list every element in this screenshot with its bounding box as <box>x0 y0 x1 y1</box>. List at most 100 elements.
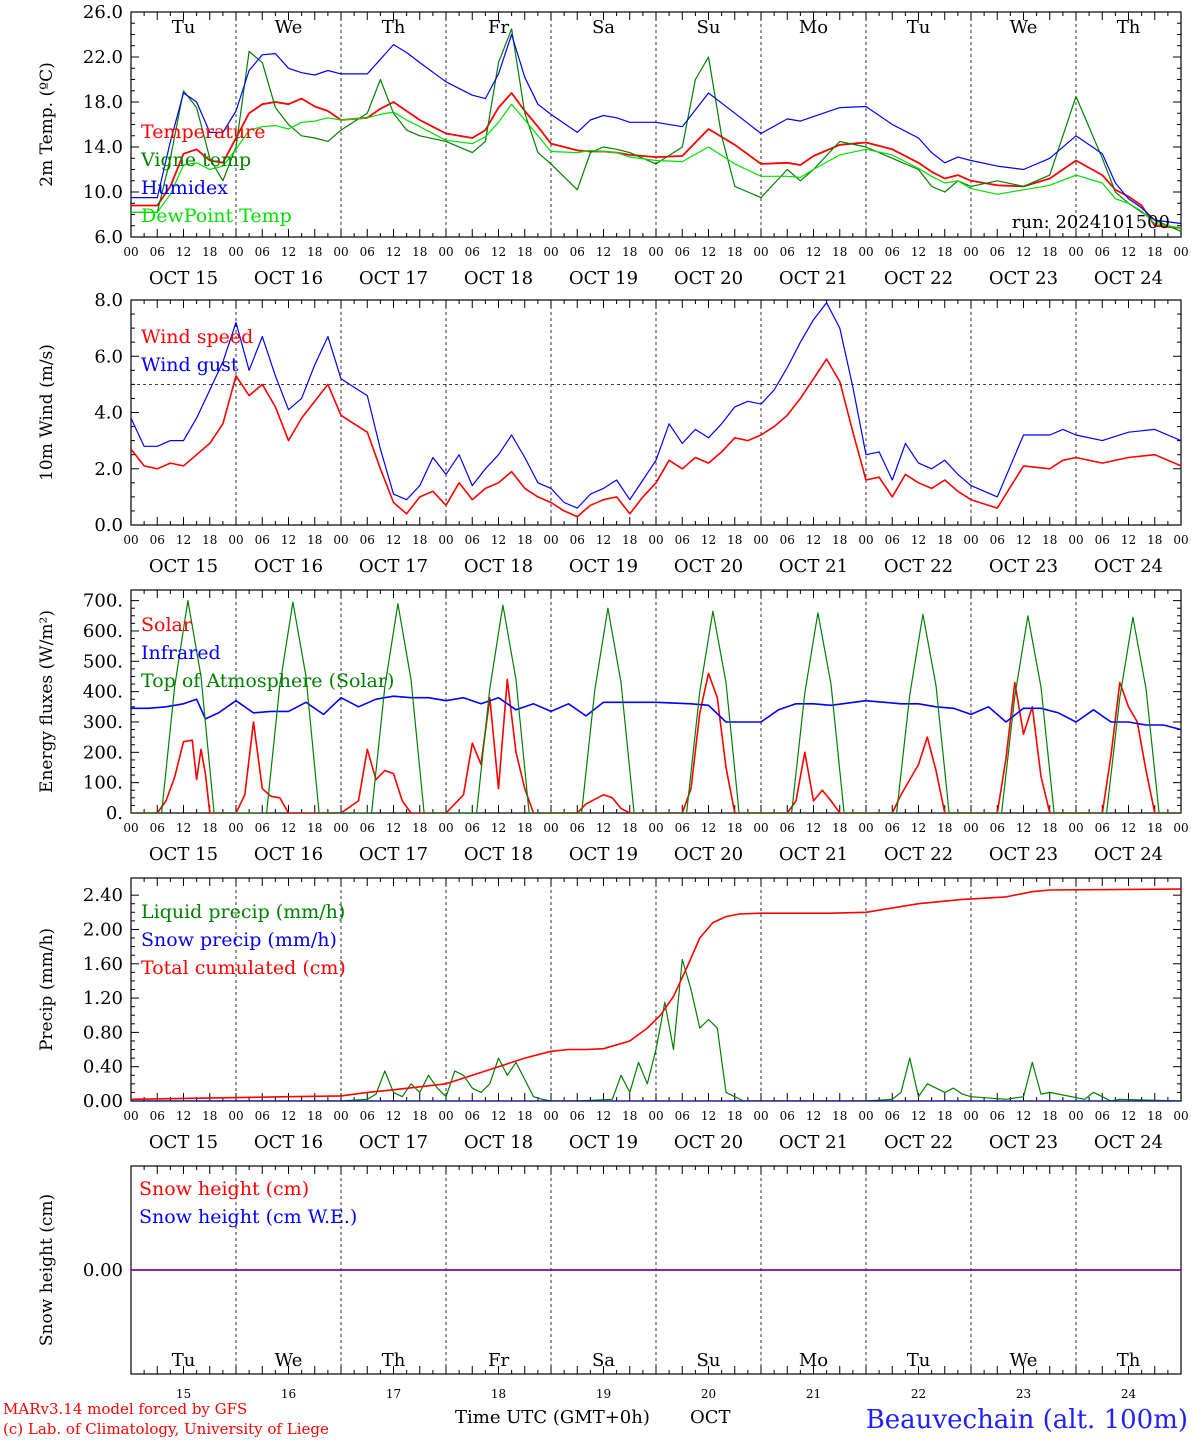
y-tick-label: 0.00 <box>83 1091 123 1112</box>
day-number-label: 20 <box>701 1387 716 1401</box>
day-label: OCT 22 <box>884 1132 953 1153</box>
hour-tick-label: 00 <box>123 245 138 259</box>
hour-tick-label: 18 <box>727 533 742 547</box>
weekday-label: Fr <box>488 17 509 38</box>
day-label: OCT 20 <box>674 844 743 865</box>
day-label: OCT 18 <box>464 1132 533 1153</box>
hour-tick-label: 18 <box>832 245 847 259</box>
hour-tick-label: 18 <box>1042 533 1057 547</box>
hour-tick-label: 18 <box>727 821 742 835</box>
series-line-wind-gust <box>131 302 1181 509</box>
hour-tick-label: 00 <box>1068 245 1083 259</box>
y-axis-label: Energy fluxes (W/m²) <box>37 610 57 793</box>
hour-tick-label: 18 <box>622 245 637 259</box>
hour-tick-label: 06 <box>990 245 1005 259</box>
day-number-label: 16 <box>281 1387 296 1401</box>
hour-tick-label: 12 <box>1121 245 1136 259</box>
hour-tick-label: 18 <box>937 533 952 547</box>
day-label: OCT 20 <box>674 1132 743 1153</box>
hour-tick-label: 06 <box>885 533 900 547</box>
hour-tick-label: 18 <box>412 1109 427 1123</box>
hour-tick-label: 18 <box>202 533 217 547</box>
weekday-label: We <box>275 17 303 38</box>
hour-tick-label: 12 <box>176 1109 191 1123</box>
legend-entry: DewPoint Temp <box>141 205 292 227</box>
hour-tick-label: 06 <box>990 533 1005 547</box>
day-number-label: 24 <box>1121 1387 1137 1401</box>
y-tick-label: 1.60 <box>83 954 123 975</box>
hour-tick-label: 18 <box>307 533 322 547</box>
hour-tick-label: 00 <box>228 533 243 547</box>
hour-tick-label: 12 <box>701 821 716 835</box>
series-line-vigne-temp <box>131 28 1181 232</box>
model-credit: MARv3.14 model forced by GFS <box>3 1400 247 1418</box>
hour-tick-label: 06 <box>885 821 900 835</box>
legend-entry: Vigne temp <box>140 149 251 171</box>
hour-tick-label: 00 <box>543 821 558 835</box>
day-label: OCT 20 <box>674 268 743 289</box>
y-tick-label: 500. <box>83 651 123 672</box>
day-label: OCT 19 <box>569 844 638 865</box>
month-label: OCT <box>690 1407 731 1428</box>
weekday-label: Su <box>697 1350 721 1371</box>
hour-tick-label: 06 <box>675 1109 690 1123</box>
hour-tick-label: 00 <box>228 821 243 835</box>
day-label: OCT 16 <box>254 1132 323 1153</box>
hour-tick-label: 12 <box>386 821 401 835</box>
hour-tick-label: 18 <box>937 821 952 835</box>
hour-tick-label: 00 <box>123 1109 138 1123</box>
hour-tick-label: 00 <box>753 533 768 547</box>
hour-tick-label: 18 <box>202 1109 217 1123</box>
weekday-label: Th <box>1117 17 1141 38</box>
hour-tick-label: 12 <box>1121 821 1136 835</box>
hour-tick-label: 00 <box>858 1109 873 1123</box>
hour-tick-label: 06 <box>150 821 165 835</box>
day-label: OCT 19 <box>569 556 638 577</box>
hour-tick-label: 06 <box>255 533 270 547</box>
hour-tick-label: 00 <box>228 245 243 259</box>
day-label: OCT 24 <box>1094 556 1163 577</box>
weekday-label: Tu <box>172 17 196 38</box>
day-label: OCT 21 <box>779 556 848 577</box>
day-label: OCT 24 <box>1094 268 1163 289</box>
panel-1: 6.0 10.0 14.0 18.0 22.0 26.0 2m Temp. (ºC) Temp… <box>37 2 1189 289</box>
hour-tick-label: 06 <box>570 533 585 547</box>
weekday-label: Th <box>382 1350 406 1371</box>
weekday-label: Sa <box>592 1350 615 1371</box>
legend-entry: Solar <box>141 614 193 636</box>
y-tick-label: 0.80 <box>83 1022 123 1043</box>
hour-tick-label: 18 <box>937 245 952 259</box>
y-tick-label: 600. <box>83 621 123 642</box>
day-label: OCT 21 <box>779 268 848 289</box>
hour-tick-label: 18 <box>202 821 217 835</box>
legend-entry: Snow height (cm) <box>139 1178 309 1200</box>
y-tick-label: 700. <box>83 591 123 612</box>
day-number-label: 19 <box>596 1387 611 1401</box>
hour-tick-label: 00 <box>123 821 138 835</box>
day-label: OCT 23 <box>989 1132 1058 1153</box>
day-label: OCT 18 <box>464 556 533 577</box>
hour-tick-label: 00 <box>333 533 348 547</box>
day-number-label: 23 <box>1016 1387 1031 1401</box>
hour-tick-label: 12 <box>806 821 821 835</box>
day-label: OCT 20 <box>674 556 743 577</box>
hour-tick-label: 00 <box>963 245 978 259</box>
hour-tick-label: 12 <box>281 245 296 259</box>
hour-tick-label: 06 <box>1095 821 1110 835</box>
hour-tick-label: 18 <box>307 1109 322 1123</box>
y-tick-label: 22.0 <box>83 47 123 68</box>
hour-tick-label: 12 <box>701 245 716 259</box>
hour-tick-label: 12 <box>701 1109 716 1123</box>
legend-entry: Humidex <box>141 177 228 199</box>
y-tick-label: 0.0 <box>94 515 123 536</box>
hour-tick-label: 12 <box>176 245 191 259</box>
weekday-label: Tu <box>172 1350 196 1371</box>
hour-tick-label: 06 <box>360 821 375 835</box>
hour-tick-label: 00 <box>333 245 348 259</box>
legend-entry: Top of Atmosphere (Solar) <box>141 670 394 692</box>
y-tick-label: 200. <box>83 742 123 763</box>
hour-tick-label: 00 <box>438 533 453 547</box>
panel-4: 0.00 0.40 0.80 1.20 1.60 2.00 2.40 Precip (mm/h… <box>37 877 1189 1153</box>
day-number-label: 18 <box>491 1387 506 1401</box>
hour-tick-label: 18 <box>412 821 427 835</box>
